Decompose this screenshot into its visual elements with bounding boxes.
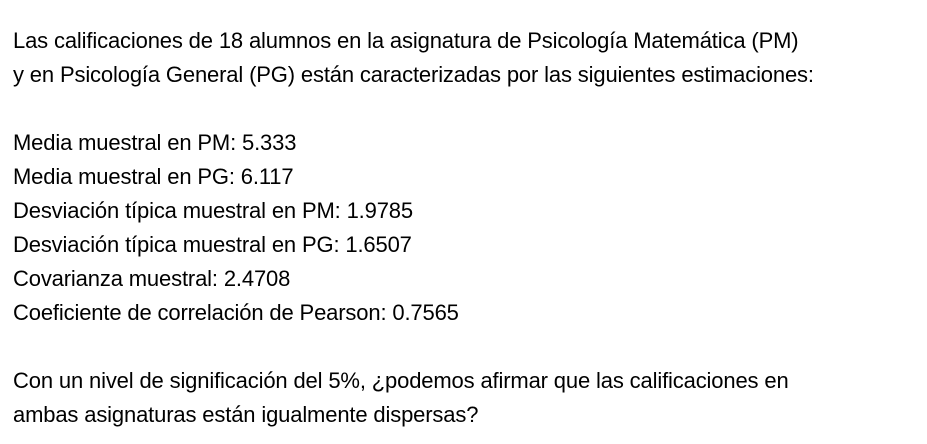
intro-line-2: y en Psicología General (PG) están carac… <box>13 62 814 87</box>
stat-pearson-correlation: Coeficiente de correlación de Pearson: 0… <box>13 300 459 325</box>
question-line-2: ambas asignaturas están igualmente dispe… <box>13 402 479 427</box>
intro-line-1: Las calificaciones de 18 alumnos en la a… <box>13 28 799 53</box>
stat-mean-pg: Media muestral en PG: 6.117 <box>13 164 294 189</box>
question-line-1: Con un nivel de significación del 5%, ¿p… <box>13 368 789 393</box>
paragraph-spacer <box>13 92 918 126</box>
problem-statement: Las calificaciones de 18 alumnos en la a… <box>13 24 918 432</box>
stat-sd-pm: Desviación típica muestral en PM: 1.9785 <box>13 198 413 223</box>
question-paragraph: Con un nivel de significación del 5%, ¿p… <box>13 364 918 432</box>
stat-mean-pm: Media muestral en PM: 5.333 <box>13 130 297 155</box>
intro-paragraph: Las calificaciones de 18 alumnos en la a… <box>13 24 918 92</box>
stat-sd-pg: Desviación típica muestral en PG: 1.6507 <box>13 232 412 257</box>
statistics-list: Media muestral en PM: 5.333 Media muestr… <box>13 126 918 330</box>
stat-covariance: Covarianza muestral: 2.4708 <box>13 266 291 291</box>
paragraph-spacer <box>13 330 918 364</box>
